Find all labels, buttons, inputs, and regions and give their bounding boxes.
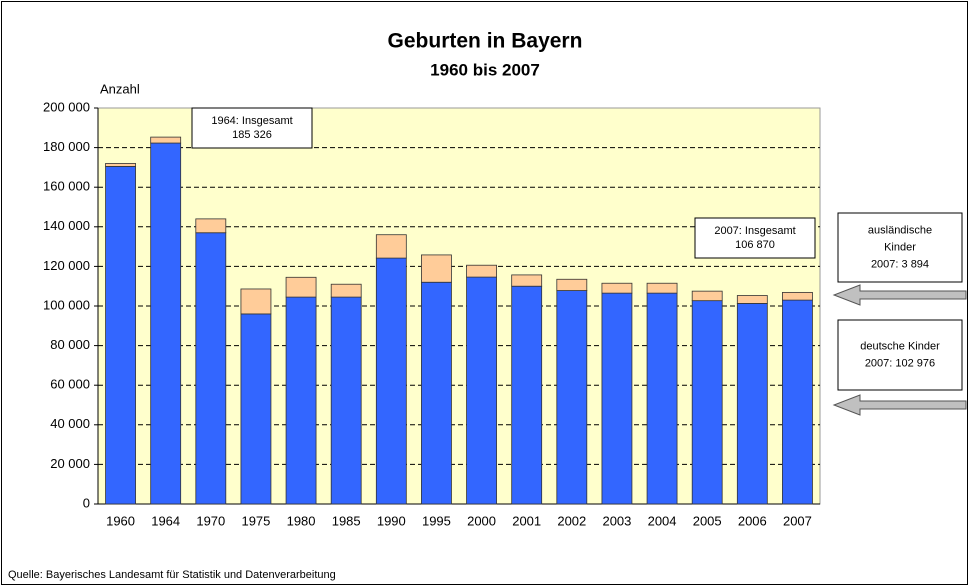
bar-segment [285, 276, 317, 298]
y-tick-label: 140 000 [43, 218, 90, 233]
bar-segment [195, 232, 227, 505]
bar-segment [782, 299, 813, 505]
y-tick-label: 120 000 [43, 258, 90, 273]
bar-segment [375, 234, 407, 259]
x-tick-label: 1980 [287, 513, 316, 528]
bar-segment [330, 296, 362, 505]
x-tick-label: 1970 [196, 513, 225, 528]
bar-segment [240, 288, 272, 315]
bar-segment [421, 281, 452, 505]
x-tick-label: 2000 [467, 513, 496, 528]
annotation-text: 106 870 [735, 239, 775, 251]
x-tick-label: 1985 [332, 513, 361, 528]
x-tick-label: 2001 [512, 513, 541, 528]
annotation-box [837, 212, 963, 283]
bar-segment [646, 292, 678, 505]
bar-segment [105, 163, 136, 167]
annotation-text: 185 326 [232, 129, 272, 141]
y-tick-label: 40 000 [50, 416, 90, 431]
annotation-text: 2007: 102 976 [865, 357, 935, 369]
bar-segment [285, 296, 317, 505]
bar-segment [736, 295, 768, 304]
x-tick-label: 2004 [648, 513, 677, 528]
annotation-text: deutsche Kinder [860, 340, 940, 352]
y-tick-label: 20 000 [50, 456, 90, 471]
bar-segment [195, 218, 227, 234]
bar-segment [150, 142, 182, 505]
bar-segment [691, 290, 723, 302]
x-tick-label: 1995 [422, 513, 451, 528]
y-tick-label: 160 000 [43, 179, 90, 194]
x-tick-label: 1990 [377, 513, 406, 528]
bar-segment [782, 291, 813, 301]
y-tick-label: 60 000 [50, 377, 90, 392]
x-tick-label: 1975 [241, 513, 270, 528]
bar-segment [601, 292, 633, 505]
chart-subtitle: 1960 bis 2007 [430, 60, 540, 79]
y-tick-label: 0 [83, 495, 90, 510]
bar-segment [240, 313, 272, 505]
bar-segment [556, 278, 588, 291]
y-tick-label: 180 000 [43, 139, 90, 154]
x-tick-label: 1960 [106, 513, 135, 528]
annotation-box [191, 107, 313, 149]
bar-segment [736, 303, 768, 505]
bar-segment [150, 136, 182, 144]
bar-segment [466, 276, 497, 505]
bar-segment [375, 257, 407, 505]
bar-segment [421, 254, 452, 283]
x-tick-label: 2007 [783, 513, 812, 528]
annotation-box [694, 217, 816, 259]
bar-segment [330, 283, 362, 298]
x-tick-label: 2003 [602, 513, 631, 528]
x-tick-label: 1964 [151, 513, 180, 528]
x-tick-label: 2006 [738, 513, 767, 528]
bar-segment [646, 282, 678, 294]
bar-segment [601, 282, 633, 294]
y-tick-label: 80 000 [50, 337, 90, 352]
bar-segment [556, 290, 588, 505]
arrows [832, 284, 967, 416]
bar-segment [511, 274, 543, 287]
bar-segment [105, 166, 136, 505]
annotation-text: 1964: Insgesamt [211, 115, 292, 127]
arrow [832, 394, 967, 416]
bar-segment [466, 264, 497, 278]
y-tick-label: 100 000 [43, 297, 90, 312]
bar-segment [511, 285, 543, 505]
y-axis-label: Anzahl [100, 81, 140, 96]
annotation-text: ausländische [868, 224, 932, 236]
x-tick-label: 2002 [557, 513, 586, 528]
annotation-text: Kinder [884, 241, 916, 253]
arrow [832, 284, 967, 306]
source: Quelle: Bayerisches Landesamt für Statis… [8, 569, 336, 581]
x-tick-label: 2005 [693, 513, 722, 528]
annotation-box [837, 319, 963, 391]
bar-segment [691, 300, 723, 505]
annotation-text: 2007: Insgesamt [714, 225, 795, 237]
chart-title: Geburten in Bayern [388, 30, 583, 53]
y-tick-label: 200 000 [43, 99, 90, 114]
annotation-text: 2007: 3 894 [871, 258, 929, 270]
